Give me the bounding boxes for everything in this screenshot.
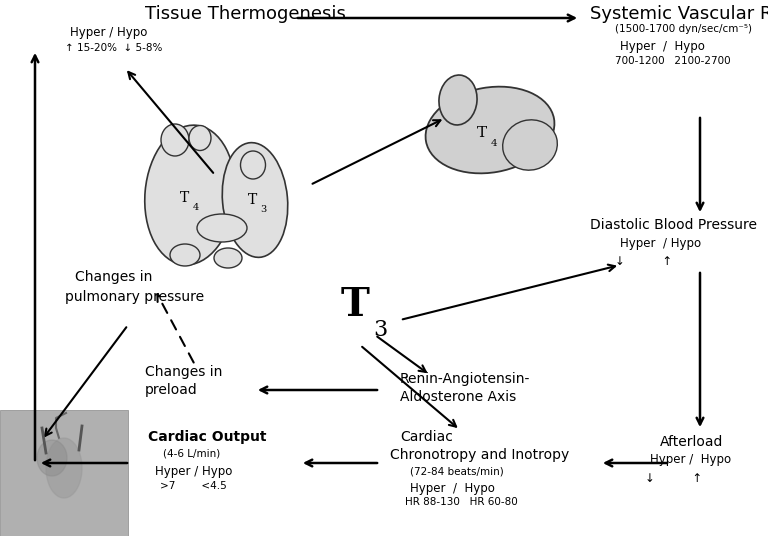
Ellipse shape <box>170 244 200 266</box>
Text: Diastolic Blood Pressure: Diastolic Blood Pressure <box>590 218 757 232</box>
Text: Systemic Vascular Resistance: Systemic Vascular Resistance <box>590 5 768 23</box>
Ellipse shape <box>222 143 288 257</box>
Ellipse shape <box>189 125 211 151</box>
Text: T: T <box>180 191 190 205</box>
Text: Renin-Angiotensin-: Renin-Angiotensin- <box>400 372 531 386</box>
Text: preload: preload <box>145 383 197 397</box>
Text: 700-1200   2100-2700: 700-1200 2100-2700 <box>615 56 730 66</box>
Text: Tissue Thermogenesis: Tissue Thermogenesis <box>145 5 346 23</box>
Text: (4-6 L/min): (4-6 L/min) <box>163 449 220 459</box>
Text: Hyper  /  Hypo: Hyper / Hypo <box>620 40 705 53</box>
Text: T: T <box>340 286 369 324</box>
Text: Cardiac Output: Cardiac Output <box>148 430 266 444</box>
Ellipse shape <box>144 125 235 265</box>
Text: Chronotropy and Inotropy: Chronotropy and Inotropy <box>390 448 569 462</box>
Ellipse shape <box>161 124 189 156</box>
Text: T: T <box>247 193 257 207</box>
Ellipse shape <box>439 75 477 125</box>
Text: 4: 4 <box>193 203 199 212</box>
Text: >7        <4.5: >7 <4.5 <box>160 481 227 491</box>
Polygon shape <box>46 438 82 498</box>
Text: Changes in: Changes in <box>145 365 223 379</box>
Text: T: T <box>477 126 487 140</box>
Text: Hyper  /  Hypo: Hyper / Hypo <box>410 482 495 495</box>
Text: Changes in: Changes in <box>75 270 152 284</box>
Text: Aldosterone Axis: Aldosterone Axis <box>400 390 516 404</box>
Text: (1500-1700 dyn/sec/cm⁻⁵): (1500-1700 dyn/sec/cm⁻⁵) <box>615 24 752 34</box>
Text: 3: 3 <box>260 205 266 213</box>
Text: ↓          ↑: ↓ ↑ <box>615 255 672 268</box>
Text: 4: 4 <box>491 138 498 147</box>
Text: Hyper  / Hypo: Hyper / Hypo <box>620 237 701 250</box>
Ellipse shape <box>503 120 558 170</box>
Text: Hyper / Hypo: Hyper / Hypo <box>155 465 233 478</box>
Text: 3: 3 <box>373 319 387 341</box>
Text: Afterload: Afterload <box>660 435 723 449</box>
Text: pulmonary pressure: pulmonary pressure <box>65 290 204 304</box>
Text: Hyper / Hypo: Hyper / Hypo <box>70 26 147 39</box>
Text: HR 88-130   HR 60-80: HR 88-130 HR 60-80 <box>405 497 518 507</box>
Text: Cardiac: Cardiac <box>400 430 453 444</box>
Text: Hyper /  Hypo: Hyper / Hypo <box>650 453 731 466</box>
Text: ↑ 15-20%  ↓ 5-8%: ↑ 15-20% ↓ 5-8% <box>65 43 162 53</box>
Ellipse shape <box>214 248 242 268</box>
Text: (72-84 beats/min): (72-84 beats/min) <box>410 467 504 477</box>
Text: ↓          ↑: ↓ ↑ <box>645 472 702 485</box>
Ellipse shape <box>425 87 554 173</box>
Ellipse shape <box>240 151 266 179</box>
Polygon shape <box>37 440 67 476</box>
Bar <box>0 410 128 536</box>
Ellipse shape <box>197 214 247 242</box>
